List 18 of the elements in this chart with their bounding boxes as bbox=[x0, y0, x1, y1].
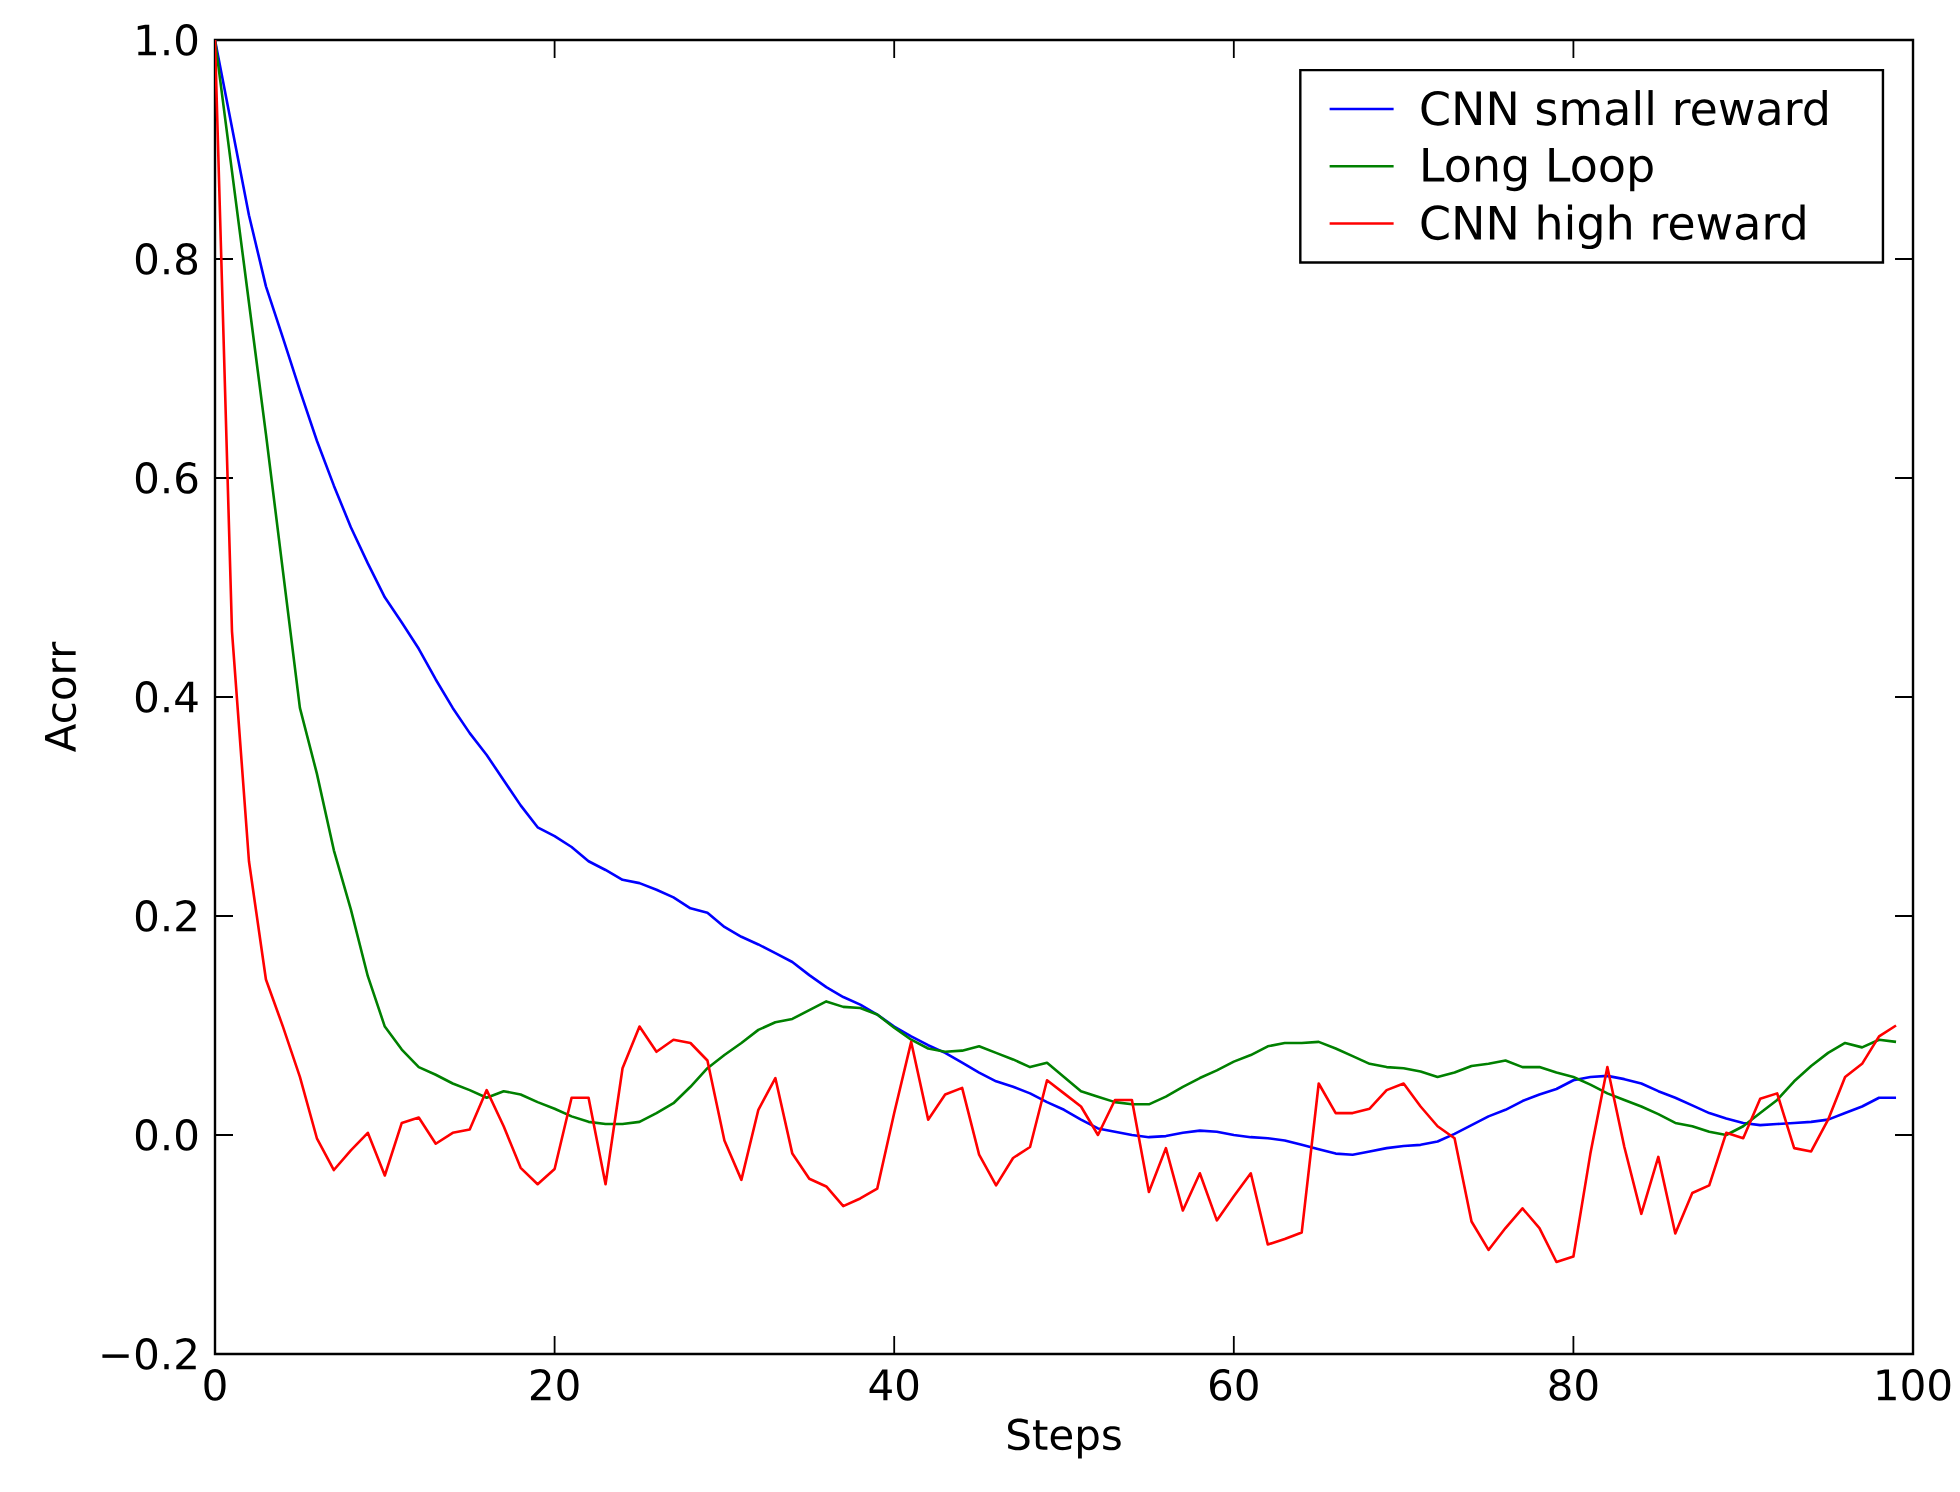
x-axis-title: Steps bbox=[1008, 1418, 1121, 1459]
legend-label: CNN small reward bbox=[1421, 90, 1827, 126]
x-tick-label: 40 bbox=[869, 1369, 919, 1401]
x-tick-label: 100 bbox=[1877, 1369, 1951, 1401]
x-tick-label: 0 bbox=[204, 1369, 226, 1401]
legend-label: CNN high reward bbox=[1421, 204, 1805, 250]
y-tick-label: 0.8 bbox=[135, 243, 198, 275]
y-tick-label: −0.2 bbox=[102, 1338, 196, 1370]
y-axis-title: Acorr bbox=[45, 641, 77, 752]
y-tick-label: 1.0 bbox=[137, 24, 198, 56]
y-tick-label: 0.0 bbox=[135, 1119, 198, 1151]
x-tick-label: 60 bbox=[1210, 1369, 1258, 1401]
y-tick-label: 0.6 bbox=[135, 462, 198, 494]
x-tick-label: 80 bbox=[1549, 1369, 1598, 1401]
y-tick-label: 0.2 bbox=[135, 900, 196, 932]
y-tick-label: 0.4 bbox=[135, 681, 198, 713]
legend-label: Long Loop bbox=[1423, 148, 1653, 192]
x-tick-label: 20 bbox=[530, 1369, 579, 1401]
